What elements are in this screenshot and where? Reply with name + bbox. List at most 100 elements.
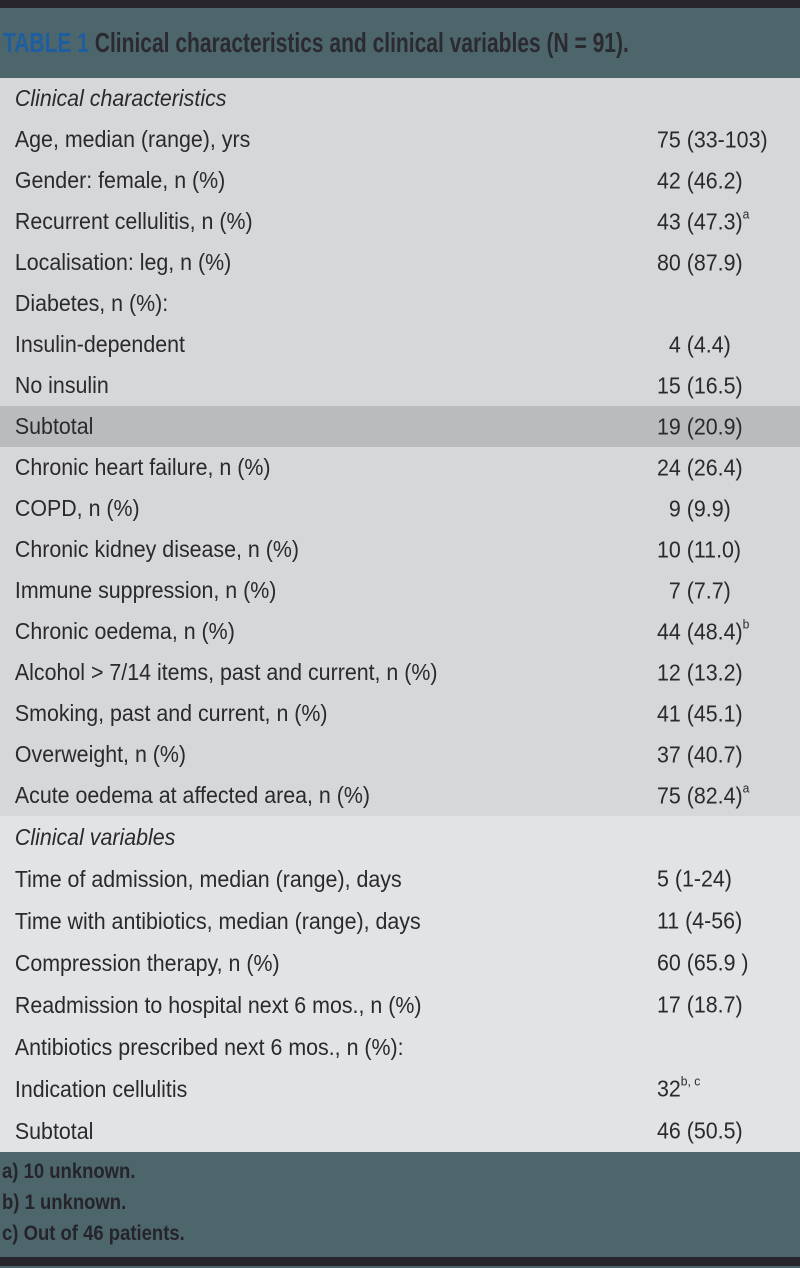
row-value-text: 75 (82.4) [657,782,743,808]
row-value-text: 15 (16.5) [657,372,743,398]
row-label: Chronic kidney disease, n (%) [14,536,300,562]
row-value: 9 (9.9) [657,495,731,522]
row-value-text: 19 (20.9) [657,413,743,439]
table-row: COPD, n (%) 9 (9.9) [0,488,800,529]
row-label: Age, median (range), yrs [14,126,251,152]
value-superscript: a [742,206,750,222]
footnotes-band: a) 10 unknown. b) 1 unknown. c) Out of 46 … [0,1152,800,1268]
row-value: 4 (4.4) [657,331,731,358]
row-label: Compression therapy, n (%) [14,949,280,976]
table-row: No insulin 15 (16.5) [0,365,800,406]
row-label: Immune suppression, n (%) [14,577,277,603]
row-value-text: 41 (45.1) [657,700,743,726]
table-row: Clinical variables [0,816,800,858]
table-row: Acute oedema at affected area, n (%) 75 … [0,775,800,816]
table-row: Gender: female, n (%) 42 (46.2) [0,160,800,201]
row-label: Chronic oedema, n (%) [14,618,235,644]
row-value: 5 (1-24) [657,866,732,893]
bottom-black-bar [0,1257,800,1266]
table-number-tag: TABLE 1 [3,27,89,58]
row-value: 10 (11.0) [657,536,741,563]
value-superscript: a [742,780,750,796]
row-label: Readmission to hospital next 6 mos., n (… [14,991,422,1018]
row-label: Overweight, n (%) [14,741,187,767]
table-row: Alcohol > 7/14 items, past and current, … [0,652,800,693]
row-value: 17 (18.7) [657,992,743,1019]
row-value: 11 (4-56) [657,908,742,935]
row-value: 44 (48.4)b [657,617,749,645]
table-row: Chronic oedema, n (%) 44 (48.4)b [0,611,800,652]
table-title: TABLE 1 Clinical characteristics and cli… [0,27,629,59]
row-value: 24 (26.4) [657,454,743,481]
row-label: Time with antibiotics, median (range), d… [14,907,421,934]
row-value-text: 24 (26.4) [657,454,743,480]
row-value-text: 32 [657,1075,681,1102]
row-value: 46 (50.5) [657,1118,743,1145]
row-value: 7 (7.7) [657,577,731,604]
row-label: COPD, n (%) [14,495,140,521]
table-row: Diabetes, n (%): [0,283,800,324]
row-label: Clinical characteristics [14,85,227,111]
row-value: 80 (87.9) [657,249,743,276]
row-value-text: 12 (13.2) [657,659,743,685]
footnote-line: c) Out of 46 patients. [2,1222,185,1245]
row-value-text: 46 (50.5) [657,1117,743,1144]
table-row: Chronic kidney disease, n (%) 10 (11.0) [0,529,800,570]
row-label: Gender: female, n (%) [14,167,226,193]
row-label: Indication cellulitis [14,1075,188,1102]
row-label: Insulin-dependent [14,331,185,357]
row-value: 41 (45.1) [657,700,743,727]
table-row: Smoking, past and current, n (%) 41 (45.… [0,693,800,734]
table-row: Immune suppression, n (%) 7 (7.7) [0,570,800,611]
table-row: Chronic heart failure, n (%) 24 (26.4) [0,447,800,488]
row-value-text: 37 (40.7) [657,741,743,767]
row-value-text: 11 (4-56) [657,907,743,934]
row-label: Subtotal [14,1117,94,1144]
row-label: Diabetes, n (%): [14,290,169,316]
table-row: Clinical characteristics [0,78,800,119]
row-label: Antibiotics prescribed next 6 mos., n (%… [14,1033,404,1060]
row-value: 19 (20.9) [657,413,743,440]
row-label: Recurrent cellulitis, n (%) [14,208,253,234]
table-header-band: TABLE 1 Clinical characteristics and cli… [0,8,800,78]
row-value-text: 44 (48.4) [657,618,743,644]
row-label: No insulin [14,372,109,398]
row-value-text: 75 (33-103) [657,126,768,152]
table-row: Antibiotics prescribed next 6 mos., n (%… [0,1026,800,1068]
row-value-text: 17 (18.7) [657,991,743,1018]
row-label: Localisation: leg, n (%) [14,249,232,275]
table-row: Time with antibiotics, median (range), d… [0,900,800,942]
footnote-line: b) 1 unknown. [2,1191,127,1214]
table-row: Time of admission, median (range), days … [0,858,800,900]
row-label: Time of admission, median (range), days [14,865,402,892]
table-row: Localisation: leg, n (%) 80 (87.9) [0,242,800,283]
row-value: 15 (16.5) [657,372,743,399]
table-row: Recurrent cellulitis, n (%) 43 (47.3)a [0,201,800,242]
table-row: Age, median (range), yrs 75 (33-103) [0,119,800,160]
table-row: Overweight, n (%) 37 (40.7) [0,734,800,775]
row-value-text: 80 (87.9) [657,249,743,275]
row-value: 43 (47.3)a [657,206,750,235]
section-clinical-characteristics: Clinical characteristics Age, median (ra… [0,78,800,816]
row-label: Smoking, past and current, n (%) [14,700,328,726]
table-row: Insulin-dependent 4 (4.4) [0,324,800,365]
section-clinical-variables: Clinical variables Time of admission, me… [0,816,800,1152]
table-title-text: Clinical characteristics and clinical va… [88,27,629,58]
row-value: 37 (40.7) [657,741,743,768]
row-value-text: 42 (46.2) [657,167,743,193]
row-value-text: 43 (47.3) [657,208,743,234]
row-value-text: 9 (9.9) [657,495,731,521]
table-row: Compression therapy, n (%) 60 (65.9 ) [0,942,800,984]
row-value: 75 (33-103) [657,126,768,153]
table-row: Indication cellulitis 32b, c [0,1068,800,1110]
row-value-text: 5 (1-24) [657,865,732,892]
table-row: Readmission to hospital next 6 mos., n (… [0,984,800,1026]
row-value-text: 7 (7.7) [657,577,731,603]
table-row: Subtotal 19 (20.9) [0,406,800,447]
row-label: Chronic heart failure, n (%) [14,454,271,480]
row-value: 32b, c [657,1075,700,1103]
row-value-text: 10 (11.0) [657,536,742,562]
top-black-bar [0,0,800,8]
row-value: 75 (82.4)a [657,780,750,809]
